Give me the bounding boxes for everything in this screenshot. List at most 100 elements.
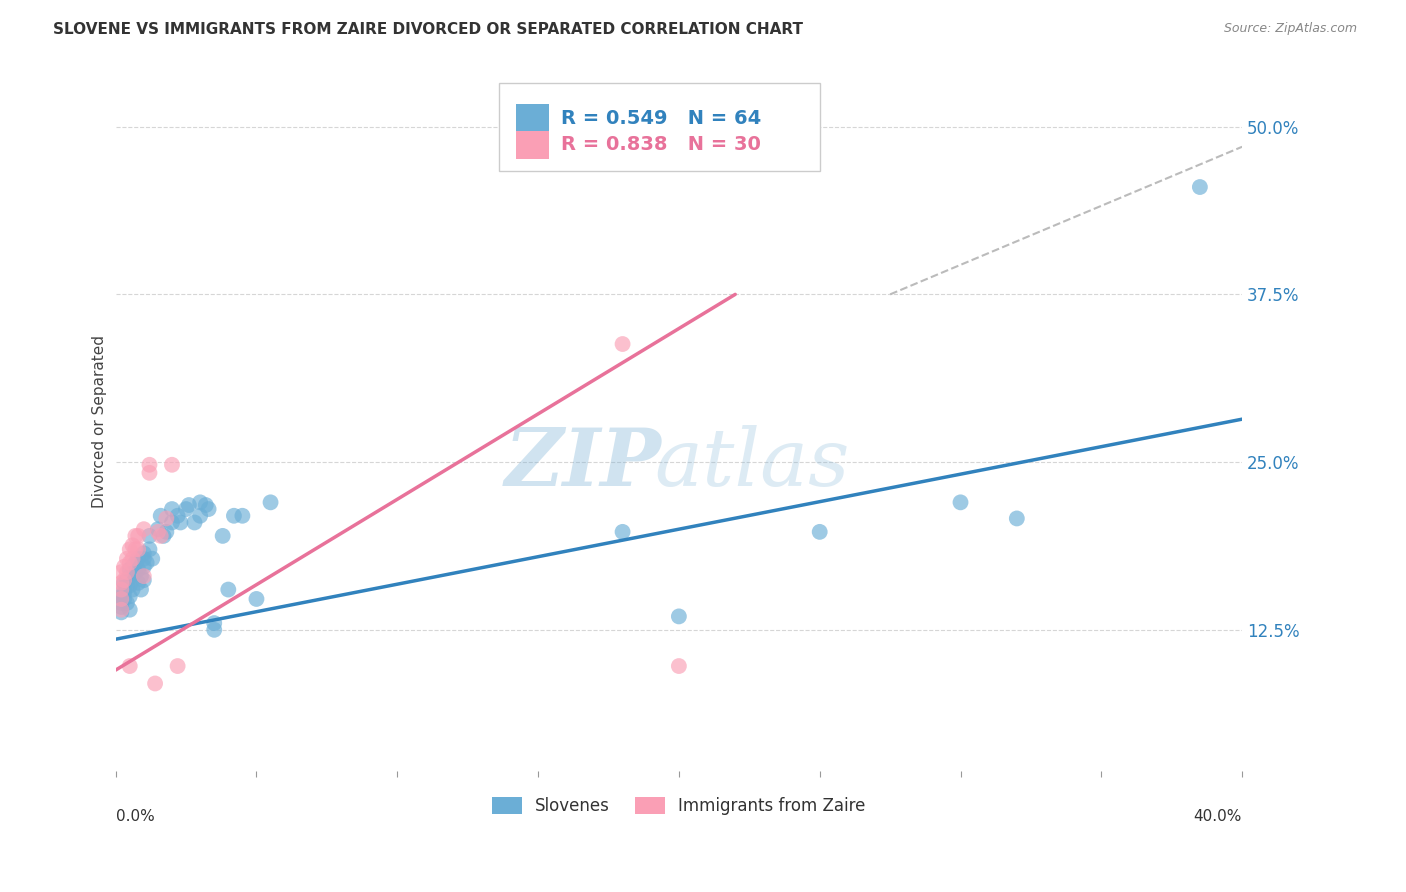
Point [141,551,163,566]
Text: 0.0%: 0.0% [115,809,155,824]
FancyBboxPatch shape [516,104,550,132]
Point [124,556,146,570]
Point [202,616,225,631]
Point [135,556,157,570]
Point [110,589,132,603]
Point [146,522,169,536]
Point [110,606,132,620]
Text: R = 0.838   N = 30: R = 0.838 N = 30 [561,136,761,154]
Point [132,569,155,583]
Point [118,578,141,592]
Point [112,586,135,600]
Point [143,676,166,690]
Point [124,529,146,543]
Point [129,569,152,583]
Point [127,542,149,557]
Point [129,582,152,597]
Point [146,524,169,539]
FancyBboxPatch shape [499,84,820,170]
Point [121,538,143,552]
Point [245,591,267,606]
Point [110,591,132,606]
Text: SLOVENE VS IMMIGRANTS FROM ZAIRE DIVORCED OR SEPARATED CORRELATION CHART: SLOVENE VS IMMIGRANTS FROM ZAIRE DIVORCE… [53,22,803,37]
Point [124,542,146,557]
Point [155,511,177,525]
Text: R = 0.549   N = 64: R = 0.549 N = 64 [561,109,761,128]
Point [138,458,160,472]
Point [668,659,690,673]
Point [612,337,634,351]
Point [174,502,197,516]
Point [115,596,138,610]
Point [121,569,143,583]
Point [115,551,138,566]
Legend: Slovenes, Immigrants from Zaire: Slovenes, Immigrants from Zaire [485,790,873,822]
Point [118,589,141,603]
Point [127,529,149,543]
Point [138,542,160,557]
Point [118,603,141,617]
Point [1188,180,1211,194]
Point [110,575,132,590]
Point [115,578,138,592]
Text: ZIP: ZIP [505,425,662,502]
Point [169,516,191,530]
Point [149,529,172,543]
Point [118,569,141,583]
Point [155,524,177,539]
Point [188,495,211,509]
Point [121,559,143,574]
Point [132,559,155,574]
Point [160,458,183,472]
Point [188,508,211,523]
Point [231,508,253,523]
Point [121,551,143,566]
Point [160,516,183,530]
Point [166,508,188,523]
Point [121,582,143,597]
Point [110,565,132,579]
Y-axis label: Divorced or Separated: Divorced or Separated [93,335,107,508]
Point [110,600,132,615]
Point [110,603,132,617]
Point [112,575,135,590]
Point [152,529,174,543]
Text: 40.0%: 40.0% [1194,809,1241,824]
FancyBboxPatch shape [516,131,550,159]
Point [177,498,200,512]
Point [124,565,146,579]
Point [127,551,149,566]
Text: Source: ZipAtlas.com: Source: ZipAtlas.com [1223,22,1357,36]
Point [166,659,188,673]
Point [138,529,160,543]
Point [217,582,239,597]
Point [211,529,233,543]
Point [118,659,141,673]
Text: atlas: atlas [654,425,849,502]
Point [112,582,135,597]
Point [132,522,155,536]
Point [808,524,831,539]
Point [949,495,972,509]
Point [259,495,281,509]
Point [112,591,135,606]
Point [110,591,132,606]
Point [197,502,219,516]
Point [115,565,138,579]
Point [132,551,155,566]
Point [127,562,149,576]
Point [118,542,141,557]
Point [222,508,245,523]
Point [132,573,155,587]
Point [612,524,634,539]
Point [132,546,155,560]
Point [202,623,225,637]
Point [112,559,135,574]
Point [118,556,141,570]
Point [1005,511,1028,525]
Point [127,575,149,590]
Point [183,516,205,530]
Point [118,562,141,576]
Point [110,582,132,597]
Point [138,466,160,480]
